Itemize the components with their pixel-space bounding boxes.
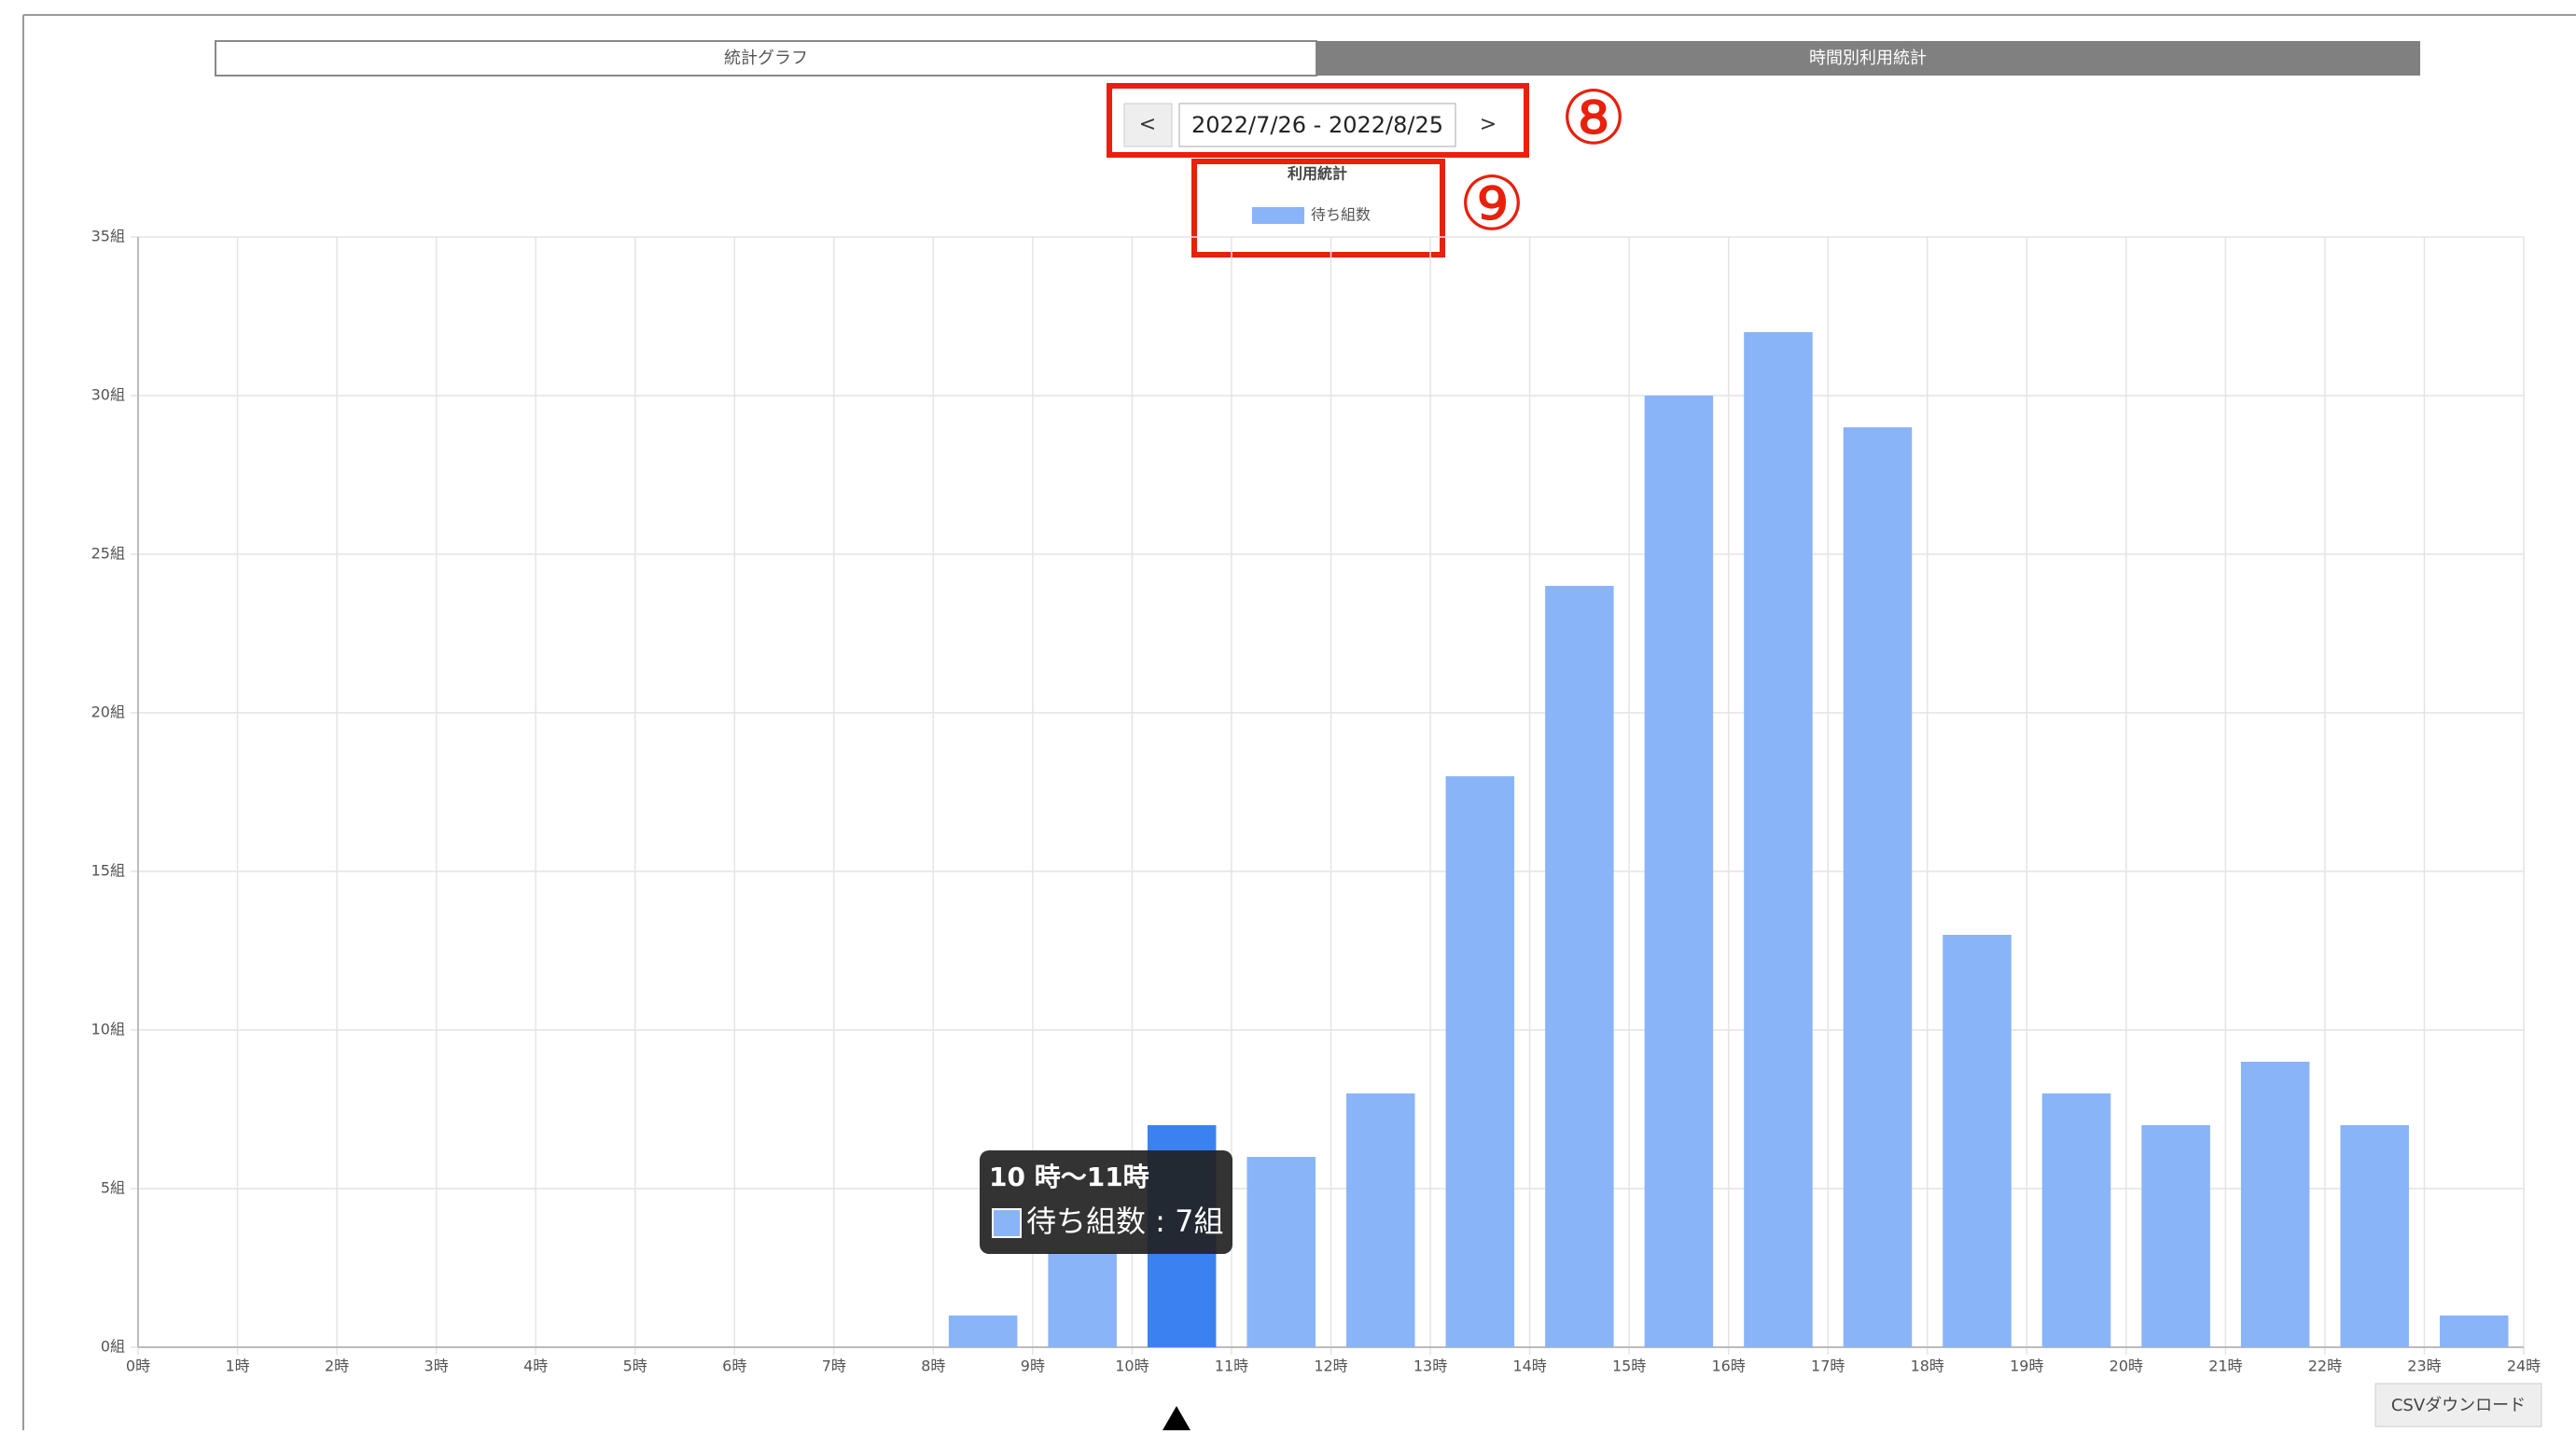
bar [948,1316,1018,1347]
prev-button[interactable] [1123,103,1173,147]
x-tick-label: 11時 [1215,1357,1248,1375]
date-range-box[interactable] [1178,103,1456,147]
bar [1246,1157,1316,1347]
tab-label[interactable]: 統計グラフ [724,49,808,68]
csv-button[interactable] [2374,1383,2542,1427]
bar [2340,1125,2409,1347]
bar [1644,396,1714,1347]
y-tick-label: 5組 [101,1179,125,1197]
bar [1942,935,2012,1347]
x-tick-label: 16時 [1711,1357,1745,1375]
x-tick-label: 17時 [1811,1357,1845,1375]
x-tick-label: 14時 [1512,1357,1546,1375]
legend-swatch [1252,207,1304,224]
x-tick-label: 21時 [2208,1357,2242,1375]
pointer-triangle [1163,1406,1191,1430]
y-tick-label: 30組 [91,386,125,404]
y-tick-label: 35組 [91,228,125,245]
annotation: ⑨ [1458,160,1525,247]
x-tick-label: 0時 [126,1357,150,1375]
bar [1048,1252,1117,1347]
x-tick-label: 12時 [1314,1357,1347,1375]
prev-label[interactable]: < [1139,113,1156,136]
x-tick-label: 24時 [2507,1357,2541,1375]
date-range[interactable]: 2022/7/26 - 2022/8/25 [1191,112,1443,138]
next-label[interactable]: > [1480,113,1497,136]
x-tick-label: 7時 [822,1357,846,1375]
y-tick-label: 10組 [91,1021,125,1038]
x-tick-label: 4時 [523,1357,548,1375]
bar [1843,427,1913,1347]
x-tick-label: 3時 [425,1357,449,1375]
highlight-box [1107,83,1529,158]
chart-title: 利用統計 [1288,165,1347,183]
highlight-box [1191,159,1445,258]
bar [2141,1125,2210,1347]
y-tick-label: 0組 [101,1338,125,1356]
x-tick-label: 22時 [2308,1357,2342,1375]
y-tick-label: 25組 [91,545,125,563]
tab-active[interactable] [1316,41,2420,76]
bar [1545,586,1614,1347]
x-tick-label: 18時 [1911,1357,1944,1375]
x-tick-label: 1時 [225,1357,249,1375]
bar [2041,1093,2111,1347]
tooltip-bg [980,1150,1232,1254]
annotation: ⑧ [1560,75,1627,161]
x-tick-label: 23時 [2407,1357,2441,1375]
plot: 0組 5組 10組 15組 20組 25組 30組 35組 0時 1時 2時 3時 4時 5時 6時 7時 8時… [91,228,2541,1375]
bar [1346,1093,1415,1347]
csv-label[interactable]: CSVダウンロード [2391,1396,2526,1415]
legend-label: 待ち組数 [1311,206,1371,224]
x-tick-label: 19時 [2010,1357,2043,1375]
tooltip-title: 10 時〜11時 [989,1162,1149,1192]
x-tick-label: 8時 [921,1357,945,1375]
y-tick-label: 20組 [91,703,125,721]
x-tick-label: 5時 [623,1357,647,1375]
x-tick-label: 20時 [2110,1357,2143,1375]
x-tick-label: 9時 [1021,1357,1045,1375]
tooltip-body: 待ち組数 : 7組 [1026,1204,1224,1239]
x-tick-label: 10時 [1115,1357,1149,1375]
bar [2439,1316,2509,1347]
bar [1744,332,1813,1347]
x-tick-label: 13時 [1413,1357,1447,1375]
tooltip: 10 時〜11時 待ち組数 : 7組 [980,1150,1232,1254]
x-tick-label: 15時 [1612,1357,1646,1375]
bar [1445,776,1515,1347]
bar [2240,1062,2310,1347]
x-tick-label: 2時 [325,1357,349,1375]
tooltip-swatch [992,1208,1022,1238]
tab-label[interactable]: 時間別利用統計 [1809,49,1927,68]
y-tick-label: 15組 [91,862,125,880]
x-tick-label: 6時 [722,1357,746,1375]
